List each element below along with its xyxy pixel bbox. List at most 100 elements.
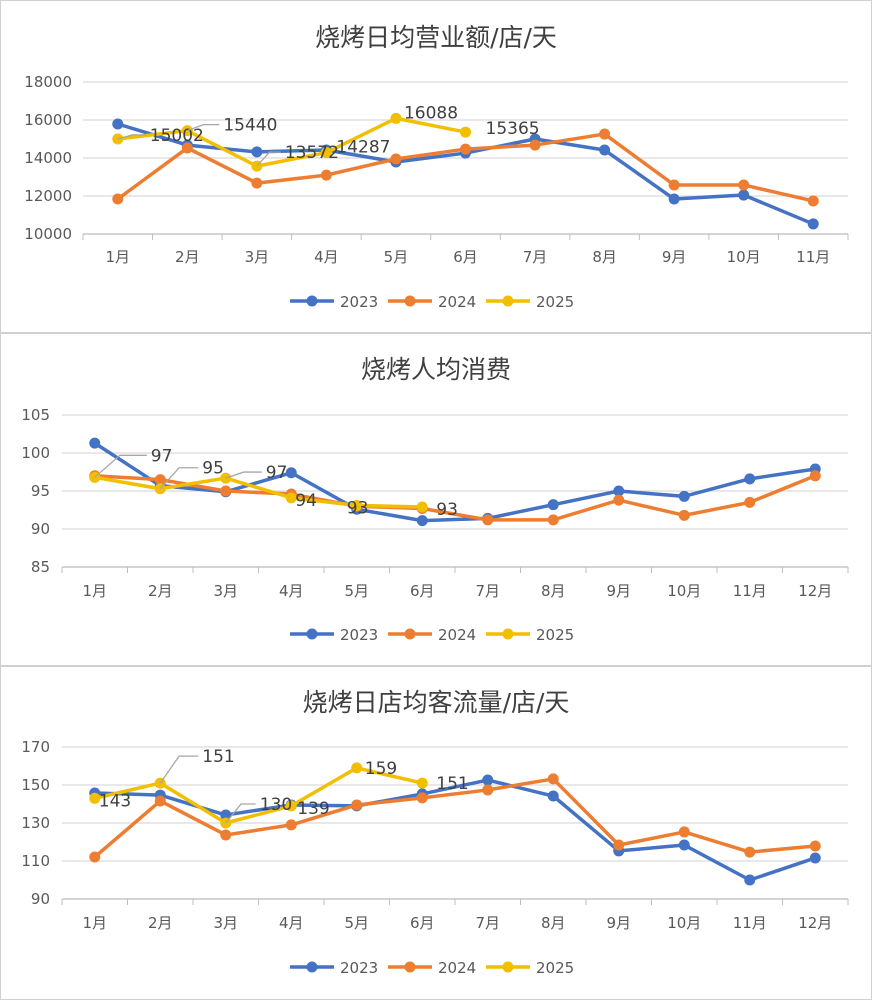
data-point-2024 (678, 509, 690, 521)
data-point-2024 (460, 143, 471, 155)
data-label-2025: 15365 (486, 119, 540, 139)
x-tick-label: 6月 (410, 582, 435, 600)
x-tick-label: 4月 (279, 914, 304, 932)
data-point-2024 (251, 177, 263, 189)
x-tick-label: 9月 (606, 582, 631, 600)
legend-marker-2024 (404, 295, 416, 307)
data-point-2023 (738, 189, 750, 201)
data-label-2025: 97 (151, 446, 173, 466)
x-tick-label: 4月 (314, 248, 339, 266)
leader-line (94, 454, 147, 478)
x-tick-label: 10月 (667, 582, 701, 600)
leader-line (225, 471, 262, 479)
legend-marker-2024 (404, 961, 416, 973)
data-point-2025 (416, 777, 428, 789)
data-point-2025 (351, 499, 363, 511)
series-2025: 97 95 97 94 93 93 (89, 446, 458, 520)
y-tick-label: 18000 (24, 73, 72, 91)
x-tick-label: 10月 (727, 248, 761, 266)
data-point-2023 (807, 218, 819, 230)
data-point-2024 (320, 169, 332, 181)
data-point-2023 (547, 499, 559, 511)
x-tick-label: 5月 (384, 248, 409, 266)
chart-border (0, 333, 872, 666)
data-point-2024 (89, 851, 101, 863)
data-point-2025 (351, 762, 363, 774)
legend-marker-2023 (306, 961, 318, 973)
data-point-2025 (89, 792, 101, 804)
y-tick-label: 130 (21, 814, 50, 832)
data-point-2025 (390, 112, 402, 124)
chart-panel-2: 烧烤人均消费 85 90 95 100 105 1月 2月 3月 4月 5月 6月 7月 8月 9月 10月 1… (0, 333, 872, 666)
data-point-2023 (678, 839, 690, 851)
data-point-2024 (181, 142, 193, 154)
legend-marker-2025 (502, 295, 514, 307)
leader-line (256, 151, 281, 167)
data-point-2023 (482, 774, 494, 786)
y-tick-label: 85 (31, 558, 50, 576)
x-tick-label: 7月 (523, 248, 548, 266)
data-point-2024 (482, 784, 494, 796)
series-line-2025 (94, 475, 423, 509)
data-label-2025: 93 (347, 498, 369, 518)
data-point-2024 (220, 485, 232, 497)
data-point-2023 (809, 852, 821, 864)
data-point-2024 (416, 792, 428, 804)
data-point-2025 (416, 501, 428, 513)
data-point-2024 (599, 128, 611, 140)
data-label-2025: 14287 (336, 138, 390, 158)
legend-label-2023: 2023 (340, 959, 378, 977)
legend-marker-2025 (502, 628, 514, 640)
x-tick-label: 2月 (175, 248, 200, 266)
x-tick-label: 9月 (606, 914, 631, 932)
data-label-2025: 97 (266, 463, 288, 483)
x-tick-label: 10月 (667, 914, 701, 932)
x-tick-label: 8月 (592, 248, 617, 266)
data-point-2024 (668, 179, 680, 191)
data-point-2023 (89, 437, 101, 449)
chart-panel-3: 烧烤日店均客流量/店/天 90 110 130 150 170 1月 2月 3月 4月 5月 6月 7月… (0, 666, 872, 1000)
legend-marker-2025 (502, 961, 514, 973)
chart-panel-1: 烧烤日均营业额/店/天 10000 12000 14000 16000 18000 1月 2月… (0, 0, 872, 333)
x-tick-label: 6月 (453, 248, 478, 266)
data-point-2024 (613, 494, 625, 506)
y-tick-label: 14000 (24, 149, 72, 167)
x-tick-label: 8月 (541, 914, 566, 932)
data-point-2024 (809, 470, 821, 482)
data-point-2024 (112, 193, 124, 205)
data-point-2024 (285, 819, 297, 831)
series-2025: 143 151 130 139 159 151 (89, 747, 469, 829)
data-label-2025: 13572 (285, 143, 339, 163)
data-label-2025: 151 (436, 774, 468, 794)
legend-label-2023: 2023 (340, 626, 378, 644)
data-point-2024 (154, 795, 166, 807)
data-point-2024 (738, 179, 750, 191)
x-tick-label: 12月 (798, 914, 832, 932)
data-point-2024 (744, 846, 756, 858)
x-tick-label: 5月 (344, 582, 369, 600)
data-label-2025: 159 (365, 759, 397, 779)
data-point-2023 (416, 515, 428, 527)
y-tick-label: 100 (21, 444, 50, 462)
data-label-2025: 130 (260, 795, 292, 815)
data-point-2024 (154, 474, 166, 486)
data-point-2023 (744, 874, 756, 886)
series-line-2024 (94, 474, 816, 522)
chart-border (0, 0, 872, 333)
data-label-2025: 15440 (223, 116, 277, 136)
series-line-2023 (94, 778, 816, 882)
data-label-2025: 151 (202, 747, 234, 767)
x-tick-label: 11月 (733, 914, 767, 932)
x-tick-label: 2月 (148, 582, 173, 600)
y-tick-label: 95 (31, 482, 50, 500)
x-tick-label: 7月 (475, 914, 500, 932)
x-tick-label: 6月 (410, 914, 435, 932)
leader-line (187, 123, 220, 132)
data-point-2024 (351, 799, 363, 811)
series-line-2024 (93, 777, 816, 859)
y-tick-label: 90 (31, 520, 50, 538)
legend-marker-2023 (306, 295, 318, 307)
data-point-2023 (613, 485, 625, 497)
data-point-2024 (547, 514, 559, 526)
